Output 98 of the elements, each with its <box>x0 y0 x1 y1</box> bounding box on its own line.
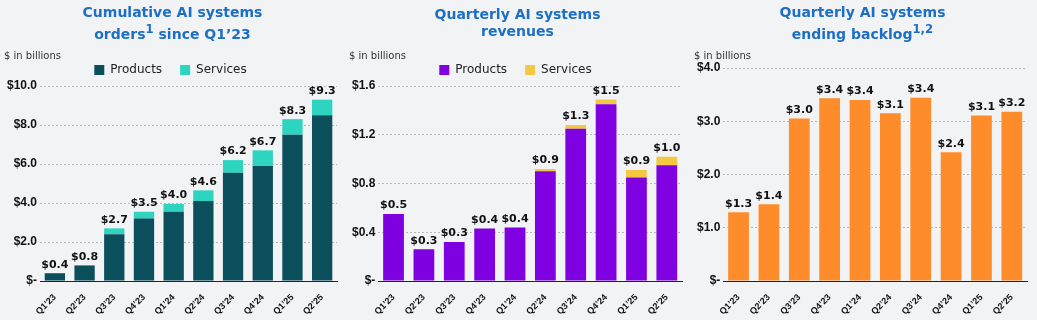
total-label: $6.2 <box>219 144 247 158</box>
bar <box>788 118 810 281</box>
y-tick-label: $- <box>26 273 38 288</box>
y-tick-label: $0.4 <box>352 224 376 239</box>
y-tick-label: $1.2 <box>352 127 376 142</box>
bar <box>193 190 214 202</box>
total-label: $4.6 <box>189 174 218 188</box>
total-label: $4.0 <box>160 188 188 202</box>
bar <box>595 104 617 281</box>
bar <box>879 113 901 281</box>
data-label: $3.0 <box>785 102 814 116</box>
legend-label: Products <box>455 62 508 77</box>
y-tick-label: $4.0 <box>13 195 38 210</box>
total-label: $1.3 <box>562 109 590 123</box>
y-tick-label: $1.0 <box>697 220 721 235</box>
total-label: $0.9 <box>622 154 651 168</box>
y-tick-label: $- <box>364 273 376 288</box>
bar <box>222 172 244 281</box>
bar <box>133 211 155 219</box>
y-tick-label: $10.0 <box>7 78 38 93</box>
y-tick-label: $6.0 <box>13 156 38 171</box>
total-label: $0.9 <box>531 153 559 167</box>
y-tick-label: $8.0 <box>13 117 38 132</box>
total-label: $0.4 <box>471 212 499 226</box>
chart-title: Quarterly AI systems revenues <box>433 6 602 40</box>
total-label: $1.0 <box>653 141 681 155</box>
bar <box>383 213 404 281</box>
bar <box>163 203 184 212</box>
bar <box>534 171 556 281</box>
bar <box>565 125 587 129</box>
bar <box>940 152 962 281</box>
bar <box>133 218 155 281</box>
data-label: $3.1 <box>876 97 904 111</box>
chart-title: Quarterly AI systems ending backlog$^{1,2}$ <box>778 3 947 43</box>
bar <box>626 177 647 281</box>
bar <box>656 165 678 281</box>
total-label: $0.4 <box>501 211 529 225</box>
bar <box>819 98 841 281</box>
bar <box>413 249 435 281</box>
total-label: $0.4 <box>41 257 69 271</box>
y-axis-title: $ in billions <box>349 49 406 61</box>
bar <box>758 204 780 281</box>
legend-label: Services <box>541 62 592 77</box>
bar <box>728 212 749 281</box>
bar <box>282 119 303 135</box>
total-label: $1.5 <box>592 83 620 97</box>
legend-label: Products <box>110 62 163 77</box>
data-label: $3.2 <box>998 96 1026 110</box>
bar <box>312 115 333 281</box>
y-tick-label: $2.0 <box>697 166 721 181</box>
data-label: $3.4 <box>816 82 844 96</box>
y-tick-label: $- <box>709 273 721 288</box>
bar <box>282 134 303 281</box>
bar <box>849 99 871 281</box>
bar <box>595 99 617 105</box>
y-tick-label: $2.0 <box>13 234 38 249</box>
total-label: $0.8 <box>71 249 99 263</box>
total-label: $8.3 <box>278 103 307 117</box>
bar <box>193 201 214 281</box>
bar <box>74 265 95 281</box>
data-label: $3.1 <box>967 99 996 113</box>
bar <box>252 150 273 166</box>
total-label: $6.7 <box>249 134 277 148</box>
y-axis-title: $ in billions <box>694 49 751 61</box>
bar <box>565 128 587 281</box>
bar <box>44 273 66 281</box>
y-tick-label: $4.0 <box>697 60 721 75</box>
y-axis-title: $ in billions <box>4 49 61 61</box>
bar <box>312 99 333 116</box>
bar <box>104 234 125 281</box>
bar <box>1001 111 1023 281</box>
total-label: $2.7 <box>100 212 128 226</box>
total-label: $0.5 <box>379 198 408 212</box>
total-label: $0.3 <box>410 233 438 247</box>
bar <box>910 97 932 281</box>
bar <box>474 228 496 281</box>
legend-label: Services <box>196 62 247 77</box>
bar <box>163 211 184 281</box>
bar <box>626 170 647 178</box>
y-tick-label: $3.0 <box>697 113 721 128</box>
bar <box>504 227 526 281</box>
total-label: $0.3 <box>440 226 468 240</box>
total-label: $9.3 <box>308 84 336 98</box>
data-label: $1.4 <box>755 188 783 202</box>
y-tick-label: $0.8 <box>352 175 376 190</box>
data-label: $3.4 <box>907 82 935 96</box>
bar <box>222 160 244 173</box>
bar <box>971 115 992 281</box>
y-tick-label: $1.6 <box>352 78 376 93</box>
bar <box>104 228 125 235</box>
total-label: $3.5 <box>130 196 158 210</box>
data-label: $3.4 <box>846 84 874 98</box>
bar <box>252 165 273 281</box>
data-label: $1.3 <box>724 196 753 210</box>
data-label: $2.4 <box>937 136 965 150</box>
bar <box>656 156 678 166</box>
bar <box>443 242 465 281</box>
chart-title: Cumulative AI systems orders$^{1}$ since Q1’23 <box>81 3 264 43</box>
